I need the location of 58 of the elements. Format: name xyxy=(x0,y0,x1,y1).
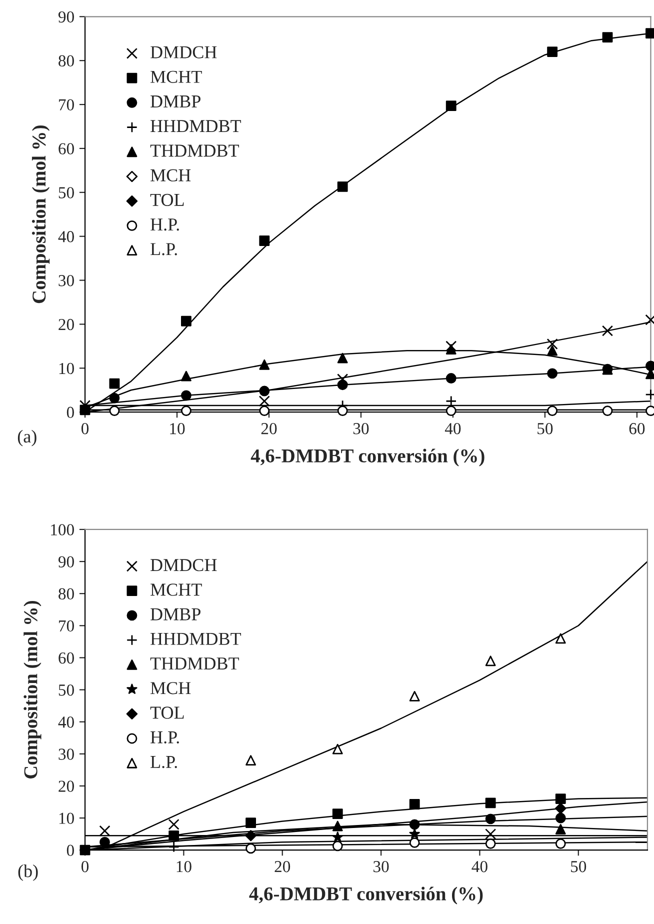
x-tick-label: 20 xyxy=(261,423,277,434)
text: (b) xyxy=(18,864,38,881)
legend-label: THDMDBT xyxy=(150,144,239,157)
y-tick-label: 40 xyxy=(58,231,74,242)
y-tick-label: 70 xyxy=(59,620,74,632)
legend-label: L.P. xyxy=(150,756,177,768)
y-tick-label: 30 xyxy=(58,274,74,286)
legend-label: DMBP xyxy=(150,608,200,620)
legend-label: MCHT xyxy=(150,584,202,596)
legend-label: DMBP xyxy=(150,96,200,108)
y-tick-label: 20 xyxy=(58,780,74,792)
y-tick-label: 20 xyxy=(58,318,74,330)
x-tick-label: 20 xyxy=(274,860,290,872)
x-tick-label: 30 xyxy=(374,860,389,872)
legend-label: MCH xyxy=(150,682,191,694)
legend-label: L.P. xyxy=(150,243,177,256)
y-tick-label: 60 xyxy=(58,652,74,664)
x-axis-title: 4,6-DMDBT conversión (%) xyxy=(250,448,484,466)
x-tick-label: 10 xyxy=(170,423,185,434)
legend-label: TOL xyxy=(150,194,184,206)
x-tick-label: 30 xyxy=(353,423,369,434)
x-tick-label: 50 xyxy=(571,860,586,872)
legend-label: MCH xyxy=(150,169,191,182)
legend-label: TOL xyxy=(150,706,184,719)
y-tick-label: 60 xyxy=(58,143,74,154)
y-axis-title: Composition (mol %) xyxy=(24,600,42,778)
x-tick-label: 40 xyxy=(444,423,461,434)
x-tick-label: 40 xyxy=(472,860,488,872)
x-tick-label: 0 xyxy=(81,423,89,434)
y-tick-label: 10 xyxy=(59,362,74,374)
legend-label: MCHT xyxy=(150,70,202,83)
legend-label: DMDCH xyxy=(150,559,217,572)
legend-label: THDMDBT xyxy=(150,658,239,670)
y-tick-label: 70 xyxy=(59,99,74,110)
legend-label: DMDCH xyxy=(150,46,217,58)
x-axis-title: 4,6-DMDBT conversión (%) xyxy=(249,886,483,904)
legend-label: HHDMDBT xyxy=(150,632,242,645)
y-tick-label: 80 xyxy=(58,55,74,67)
y-tick-label: 0 xyxy=(66,844,74,856)
y-tick-label: 50 xyxy=(58,187,74,198)
y-axis-title: Composition (mol %) xyxy=(32,126,50,304)
y-tick-label: 90 xyxy=(58,556,74,568)
legend-label: H.P. xyxy=(150,218,179,231)
text: (a) xyxy=(18,430,36,446)
y-tick-label: 30 xyxy=(58,748,74,760)
y-tick-label: 80 xyxy=(58,588,74,600)
legend-label: HHDMDBT xyxy=(150,120,242,132)
y-tick-label: 40 xyxy=(58,716,74,728)
x-tick-label: 60 xyxy=(629,423,645,434)
y-tick-label: 0 xyxy=(66,406,74,418)
x-tick-label: 50 xyxy=(538,423,553,434)
y-tick-label: 90 xyxy=(58,11,74,23)
legend-label: H.P. xyxy=(150,731,179,744)
y-tick-label: 50 xyxy=(58,684,74,696)
x-tick-label: 0 xyxy=(81,860,89,872)
y-tick-label: 10 xyxy=(59,812,74,824)
y-tick-label: 100 xyxy=(51,524,74,536)
x-tick-label: 10 xyxy=(176,860,192,872)
